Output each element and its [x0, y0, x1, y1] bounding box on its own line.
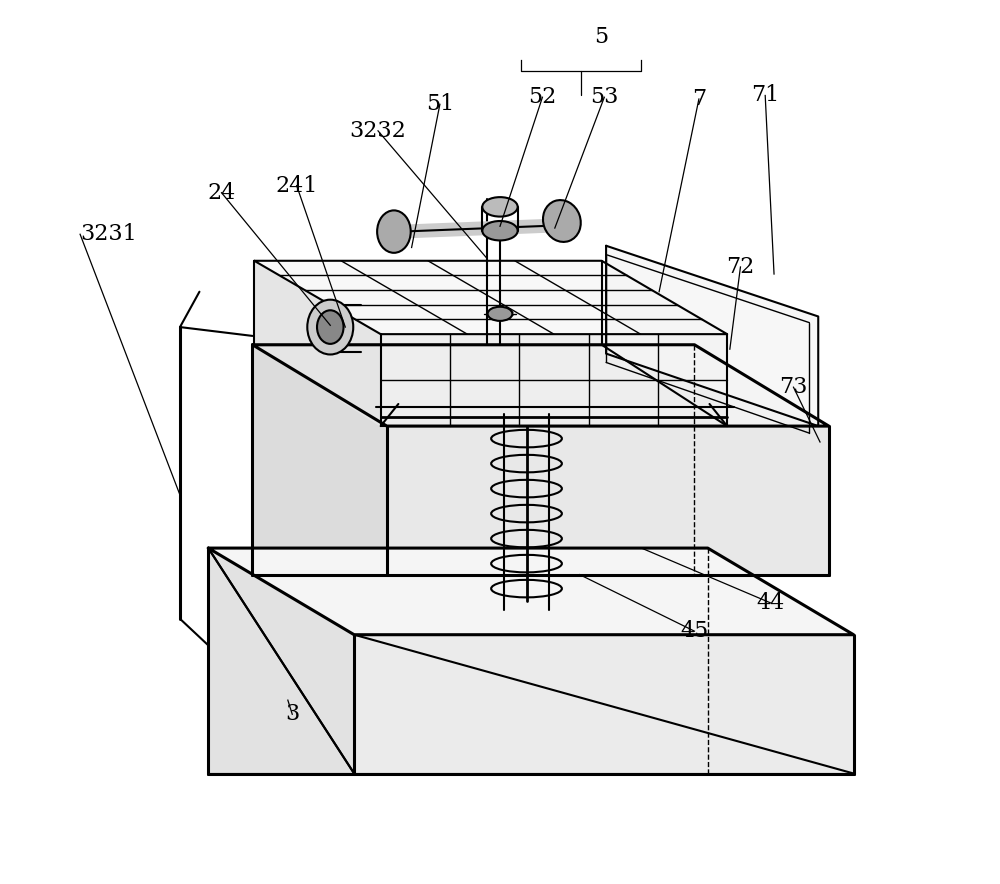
Text: 3232: 3232: [350, 120, 406, 141]
Text: 44: 44: [756, 592, 785, 613]
Polygon shape: [354, 635, 854, 774]
Ellipse shape: [488, 307, 512, 321]
Polygon shape: [208, 548, 854, 635]
Polygon shape: [254, 261, 381, 426]
Polygon shape: [606, 246, 818, 426]
Text: 5: 5: [595, 27, 609, 48]
Polygon shape: [254, 261, 727, 334]
Polygon shape: [208, 548, 354, 774]
Text: 24: 24: [207, 182, 236, 203]
Text: 241: 241: [275, 175, 318, 196]
Ellipse shape: [482, 197, 518, 217]
Text: 3231: 3231: [80, 224, 137, 245]
Ellipse shape: [317, 310, 344, 344]
Text: 45: 45: [680, 621, 709, 642]
Text: 71: 71: [751, 85, 779, 106]
Text: 51: 51: [426, 94, 454, 115]
Text: 72: 72: [726, 256, 755, 278]
Polygon shape: [381, 334, 727, 426]
Polygon shape: [252, 345, 829, 426]
Polygon shape: [387, 426, 829, 575]
Text: 52: 52: [528, 87, 557, 108]
Ellipse shape: [482, 221, 518, 240]
Text: 53: 53: [590, 87, 618, 108]
Ellipse shape: [377, 210, 411, 253]
Text: 7: 7: [692, 88, 706, 110]
Ellipse shape: [543, 200, 581, 242]
Ellipse shape: [307, 300, 353, 354]
Text: 73: 73: [779, 377, 808, 398]
Polygon shape: [252, 345, 387, 575]
Text: 3: 3: [285, 704, 299, 725]
